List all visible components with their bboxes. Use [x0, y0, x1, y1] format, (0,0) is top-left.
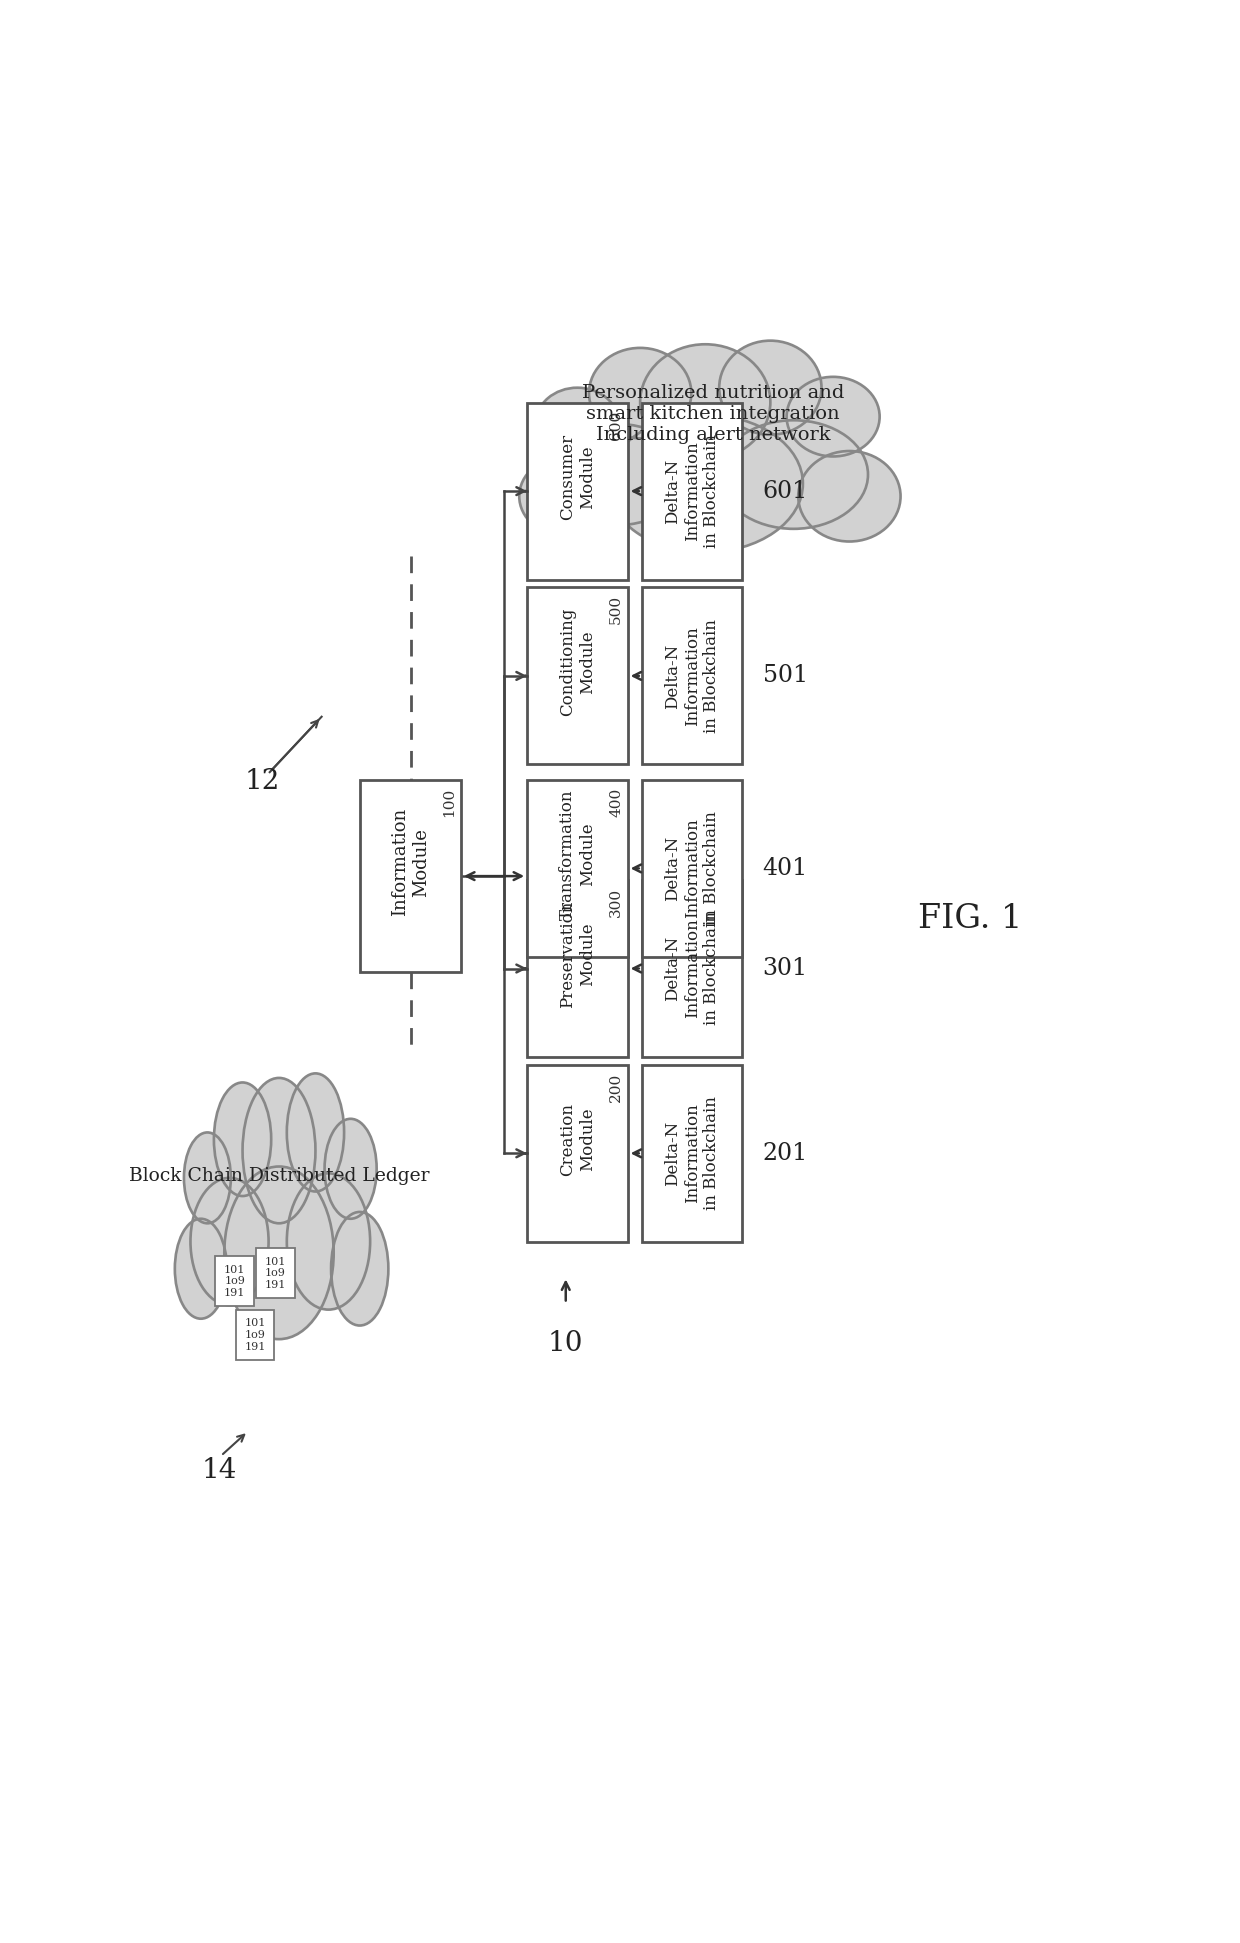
FancyBboxPatch shape [642, 880, 743, 1057]
Text: Consumer
Module: Consumer Module [559, 433, 595, 521]
Text: Delta-N
Information
in Blockchain: Delta-N Information in Blockchain [663, 911, 720, 1026]
Text: 101
1o9
191: 101 1o9 191 [264, 1257, 285, 1290]
Text: 12: 12 [244, 767, 279, 795]
Ellipse shape [719, 340, 821, 435]
FancyBboxPatch shape [527, 880, 627, 1057]
Text: Creation
Module: Creation Module [559, 1104, 595, 1176]
Text: 100: 100 [443, 787, 456, 816]
Text: 600: 600 [609, 410, 624, 439]
Text: 401: 401 [763, 857, 807, 880]
Text: 601: 601 [763, 480, 807, 503]
FancyBboxPatch shape [216, 1255, 254, 1306]
Text: 201: 201 [763, 1142, 807, 1164]
Text: 400: 400 [609, 787, 624, 816]
FancyBboxPatch shape [236, 1310, 274, 1360]
Text: Conditioning
Module: Conditioning Module [559, 608, 595, 717]
Ellipse shape [786, 377, 879, 457]
Ellipse shape [799, 451, 900, 542]
Text: 10: 10 [548, 1331, 584, 1358]
FancyBboxPatch shape [527, 779, 627, 958]
Text: Block Chain Distributed Ledger: Block Chain Distributed Ledger [129, 1168, 429, 1185]
Ellipse shape [191, 1177, 269, 1306]
FancyBboxPatch shape [527, 402, 627, 579]
FancyBboxPatch shape [527, 587, 627, 764]
FancyBboxPatch shape [642, 402, 743, 579]
FancyBboxPatch shape [642, 1065, 743, 1242]
Ellipse shape [640, 344, 770, 460]
Ellipse shape [520, 457, 613, 536]
Text: 501: 501 [763, 665, 807, 688]
Text: Personalized nutrition and
smart kitchen integration
Including alert network: Personalized nutrition and smart kitchen… [582, 385, 844, 443]
Text: 14: 14 [201, 1457, 237, 1484]
Text: 500: 500 [609, 595, 624, 624]
Text: Transformation
Module: Transformation Module [559, 789, 595, 919]
Text: Delta-N
Information
in Blockchain: Delta-N Information in Blockchain [663, 433, 720, 548]
Ellipse shape [547, 424, 687, 525]
Text: Preservation
Module: Preservation Module [559, 902, 595, 1008]
Ellipse shape [213, 1082, 272, 1197]
Text: 101
1o9
191: 101 1o9 191 [224, 1265, 246, 1298]
Ellipse shape [184, 1133, 231, 1224]
Text: Delta-N
Information
in Blockchain: Delta-N Information in Blockchain [663, 1096, 720, 1210]
Ellipse shape [608, 416, 804, 552]
Ellipse shape [243, 1078, 315, 1224]
Text: FIG. 1: FIG. 1 [919, 903, 1023, 935]
Ellipse shape [175, 1218, 227, 1319]
FancyBboxPatch shape [255, 1247, 295, 1298]
Text: 301: 301 [763, 958, 807, 979]
Ellipse shape [719, 420, 868, 528]
Text: 200: 200 [609, 1073, 624, 1102]
Ellipse shape [286, 1174, 370, 1310]
Text: 300: 300 [609, 888, 624, 917]
FancyBboxPatch shape [642, 779, 743, 958]
Text: 101
1o9
191: 101 1o9 191 [244, 1319, 265, 1352]
FancyBboxPatch shape [527, 1065, 627, 1242]
Ellipse shape [224, 1166, 334, 1339]
Ellipse shape [286, 1073, 345, 1191]
Text: Information
Module: Information Module [392, 808, 430, 917]
Ellipse shape [325, 1119, 377, 1218]
Ellipse shape [589, 348, 692, 439]
Text: Delta-N
Information
in Blockchain: Delta-N Information in Blockchain [663, 620, 720, 733]
Ellipse shape [331, 1212, 388, 1325]
FancyBboxPatch shape [642, 587, 743, 764]
Text: Delta-N
Information
in Blockchain: Delta-N Information in Blockchain [663, 812, 720, 925]
FancyBboxPatch shape [361, 779, 461, 972]
Ellipse shape [536, 389, 619, 460]
